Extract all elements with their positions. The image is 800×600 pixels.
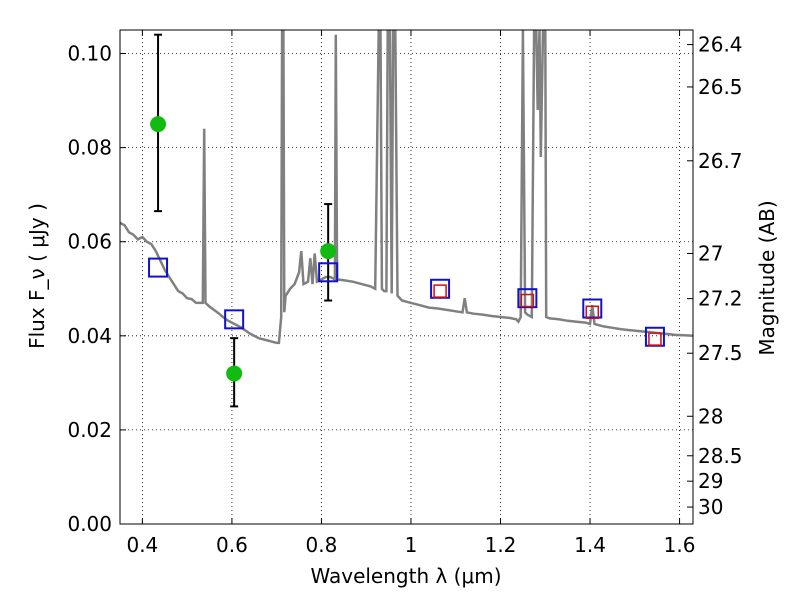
y2-tick-label: 27.5 xyxy=(698,341,743,365)
model-point-blue xyxy=(148,257,169,278)
y2-tick-label: 28.5 xyxy=(698,444,743,468)
y-axis-ticks: 0.00 0.02 0.04 0.06 0.08 0.10 xyxy=(67,42,126,536)
y-axis-label: Flux F_ν ( μJy ) xyxy=(25,203,49,349)
observed-point xyxy=(150,116,167,133)
y2-tick-label: 26.7 xyxy=(698,149,743,173)
error-bars xyxy=(154,33,333,408)
model-point-red xyxy=(520,293,535,308)
y-tick-label: 0.06 xyxy=(67,230,112,254)
x-axis-label: Wavelength λ (μm) xyxy=(310,564,501,588)
y-tick-label: 0.10 xyxy=(67,42,112,66)
model-point-blue xyxy=(582,298,603,319)
y2-tick-label: 28 xyxy=(698,404,723,428)
y2-tick-label: 27.2 xyxy=(698,287,743,311)
model-points xyxy=(148,257,665,347)
model-point-red xyxy=(585,305,600,320)
x-tick-label: 0.6 xyxy=(216,533,248,557)
x-tick-label: 1.4 xyxy=(574,533,606,557)
model-point-blue xyxy=(224,309,245,330)
x-tick-label: 1.2 xyxy=(485,533,517,557)
model-point-blue xyxy=(318,262,339,283)
y2-axis-label: Magnitude (AB) xyxy=(755,200,779,355)
y2-tick-label: 27 xyxy=(698,241,723,265)
x-tick-label: 0.8 xyxy=(306,533,338,557)
y2-tick-label: 30 xyxy=(698,495,723,519)
x-tick-label: 1 xyxy=(405,533,418,557)
x-tick-label: 1.6 xyxy=(664,533,696,557)
y2-tick-label: 26.5 xyxy=(698,75,743,99)
y-tick-label: 0.08 xyxy=(67,136,112,160)
observed-point xyxy=(320,243,337,260)
y-tick-label: 0.04 xyxy=(67,324,112,348)
y-tick-label: 0.02 xyxy=(67,418,112,442)
spectrum-line xyxy=(120,30,693,345)
plot-frame xyxy=(119,29,694,525)
x-tick-label: 0.4 xyxy=(126,533,158,557)
y2-tick-label: 29 xyxy=(698,469,723,493)
model-point-red xyxy=(648,332,662,346)
x-axis-ticks: 0.4 0.6 0.8 1 1.2 1.4 1.6 xyxy=(126,30,695,557)
y-tick-label: 0.00 xyxy=(67,512,112,536)
observed-points xyxy=(150,116,337,382)
observed-point xyxy=(226,365,243,382)
model-point-red xyxy=(433,284,447,298)
y2-tick-label: 26.4 xyxy=(698,33,743,57)
